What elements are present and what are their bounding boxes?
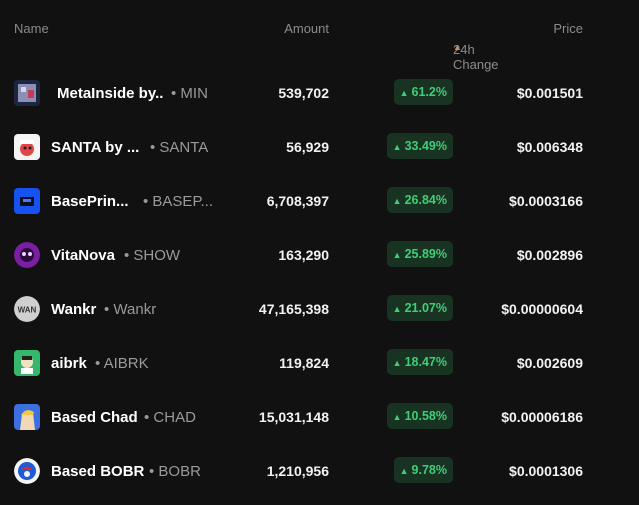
table-header: Name Amount ▲ 24h Change Price [14, 21, 583, 72]
table-row[interactable]: aibrk • AIBRK 119,824 ▲ 18.47% $0.002609 [0, 336, 639, 390]
up-triangle-icon: ▲ [392, 250, 402, 260]
token-name: Based BOBR [51, 463, 145, 480]
up-triangle-icon: ▲ [392, 142, 402, 152]
token-amount: 6,708,397 [266, 193, 329, 209]
token-price: $0.002609 [516, 355, 583, 371]
token-price: $0.001501 [516, 85, 583, 101]
token-price: $0.0003166 [509, 193, 583, 209]
table-row[interactable]: VitaNova • SHOW 163,290 ▲ 25.89% $0.00289… [0, 228, 639, 282]
token-amount: 47,165,398 [258, 301, 329, 317]
token-amount: 56,929 [286, 139, 329, 155]
token-amount: 1,210,956 [266, 463, 329, 479]
token-logo-vitanova [14, 242, 40, 268]
column-header-price[interactable]: Price [553, 21, 583, 36]
table-row[interactable]: WAN Wankr • Wankr 47,165,398 ▲ 21.07% $0.… [0, 282, 639, 336]
token-name: BasePrin... [51, 193, 129, 210]
token-symbol: • BOBR [149, 463, 201, 480]
token-price: $0.006348 [516, 139, 583, 155]
token-symbol: • Wankr [104, 301, 157, 318]
token-logo-aibrk [14, 350, 40, 376]
table-row[interactable]: SANTA by ... • SANTA 56,929 ▲ 33.49% $0.0… [0, 120, 639, 174]
token-name: MetaInside by.. [57, 85, 164, 102]
up-triangle-icon: ▲ [399, 466, 409, 476]
token-amount: 15,031,148 [258, 409, 329, 425]
change-badge: ▲ 9.78% [393, 457, 453, 483]
token-symbol: • AIBRK [95, 355, 149, 372]
table-row[interactable]: BasePrin... • BASEP... 6,708,397 ▲ 26.84%… [0, 174, 639, 228]
up-triangle-icon: ▲ [392, 358, 402, 368]
token-price: $0.00006186 [501, 409, 583, 425]
column-header-name[interactable]: Name [14, 21, 49, 36]
table-row[interactable]: Based BOBR • BOBR 1,210,956 ▲ 9.78% $0.00… [0, 444, 639, 498]
up-triangle-icon: ▲ [399, 88, 409, 98]
token-logo-santa [14, 134, 40, 160]
token-price: $0.0001306 [509, 463, 583, 479]
token-logo-wankr: WAN [14, 296, 40, 322]
token-amount: 163,290 [278, 247, 329, 263]
token-amount: 539,702 [278, 85, 329, 101]
change-badge: ▲ 21.07% [386, 295, 453, 321]
token-symbol: • SANTA [150, 139, 209, 156]
column-header-amount[interactable]: Amount [284, 21, 329, 36]
token-symbol: • CHAD [144, 409, 196, 426]
token-amount: 119,824 [279, 355, 329, 371]
table-row[interactable]: MetaInside by.. • MIN 539,702 ▲ 61.2% $0.… [0, 66, 639, 120]
token-symbol: • SHOW [124, 247, 181, 264]
token-name: VitaNova [51, 247, 115, 264]
change-badge: ▲ 61.2% [393, 79, 453, 105]
up-triangle-icon: ▲ [392, 304, 402, 314]
token-price: $0.002896 [516, 247, 583, 263]
change-badge: ▲ 18.47% [386, 349, 453, 375]
table-row[interactable]: Based Chad • CHAD 15,031,148 ▲ 10.58% $0.… [0, 390, 639, 444]
sort-arrow-icon: ▲ [453, 42, 462, 52]
token-name: Wankr [51, 301, 97, 318]
svg-text:WAN: WAN [18, 306, 37, 315]
token-logo-based-bobr [14, 458, 40, 484]
token-price: $0.00000604 [501, 301, 583, 317]
up-triangle-icon: ▲ [392, 412, 402, 422]
token-logo-metainside [14, 80, 40, 106]
token-logo-baseprint [14, 188, 40, 214]
change-badge: ▲ 26.84% [386, 187, 453, 213]
up-triangle-icon: ▲ [392, 196, 402, 206]
token-symbol: • BASEP... [143, 193, 214, 210]
token-name: Based Chad [51, 409, 138, 426]
token-name: aibrk [51, 355, 87, 372]
change-badge: ▲ 10.58% [386, 403, 453, 429]
token-name: SANTA by ... [51, 139, 140, 156]
change-badge: ▲ 33.49% [386, 133, 453, 159]
token-logo-based-chad [14, 404, 40, 430]
token-symbol: • MIN [171, 85, 208, 102]
change-badge: ▲ 25.89% [386, 241, 453, 267]
